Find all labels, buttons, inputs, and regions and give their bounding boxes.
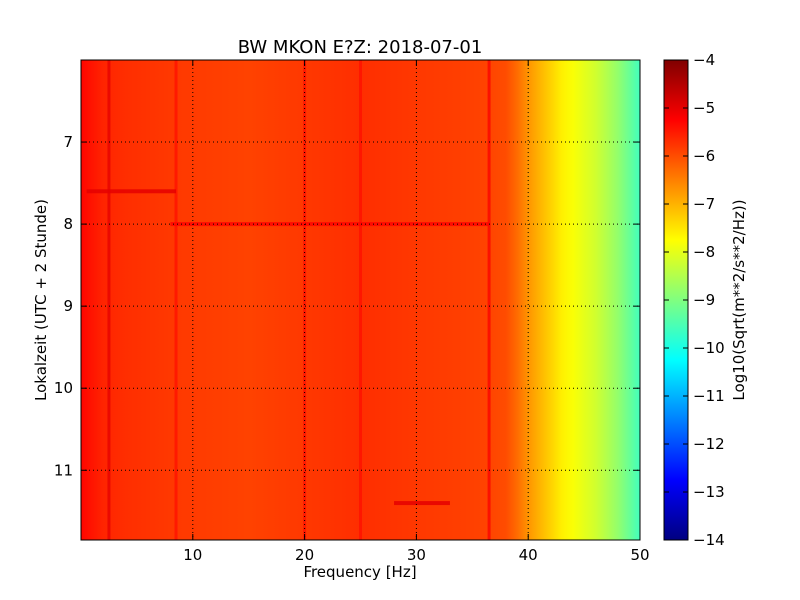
x-tick-label: 10 [183,546,202,564]
frequency-line [174,60,178,540]
colorbar-tick-label: −12 [693,435,725,453]
frequency-line [487,60,491,540]
colorbar-tick-label: −13 [693,483,725,501]
x-tick-label: 50 [630,546,649,564]
frequency-line [107,60,111,540]
colorbar-tick-label: −8 [693,243,715,261]
y-axis-label: Lokalzeit (UTC + 2 Stunde) [32,199,50,401]
time-event-band [86,189,177,194]
y-tick-label: 7 [63,133,73,151]
chart-title: BW MKON E?Z: 2018-07-01 [238,37,483,58]
colorbar-tick-label: −7 [693,195,715,213]
y-tick-label: 10 [54,379,73,397]
frequency-line [359,60,362,540]
y-tick-label: 11 [54,461,73,479]
y-tick-label: 9 [63,297,73,315]
x-tick-label: 30 [407,546,426,564]
x-tick-label: 20 [295,546,314,564]
colorbar: −4 −5 −6 −7 −8 −9 −10 −11 −12 −13 −14 [663,51,725,549]
colorbar-tick-label: −14 [693,531,725,549]
y-tick-label: 8 [63,215,73,233]
x-tick-label: 40 [519,546,538,564]
colorbar-tick-label: −9 [693,291,715,309]
colorbar-label: Log10(Sqrt(m**2/s**2/Hz)) [730,199,748,400]
plot-frame [80,59,641,541]
colorbar-tick-label: −10 [693,339,725,357]
colorbar-tick-label: −4 [693,51,715,69]
colorbar-tick-label: −11 [693,387,725,405]
time-event-band [394,501,450,506]
plot-area: 10 20 30 40 50 7 8 9 10 11 [54,59,650,564]
x-axis-label: Frequency [Hz] [303,563,416,581]
colorbar-tick-label: −6 [693,147,715,165]
colorbar-tick-label: −5 [693,99,715,117]
